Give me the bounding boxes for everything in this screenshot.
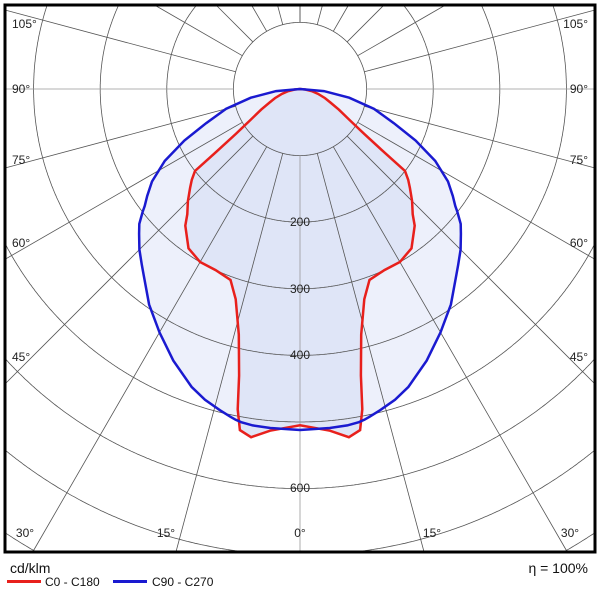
grid-radial-60 [357, 121, 596, 260]
grid-circle-800 [5, 532, 595, 552]
radial-tick-label: 400 [290, 348, 310, 362]
grid-radial--135 [215, 4, 254, 43]
grid-radial--30 [32, 146, 268, 553]
angle-label-right: 90° [570, 82, 588, 96]
legend-label-c90: C90 - C270 [152, 575, 214, 589]
grid-radial-150 [332, 4, 349, 32]
angle-label-bottom: 30° [16, 526, 34, 540]
angle-label-bottom: 30° [561, 526, 579, 540]
legend-swatch-c0 [7, 580, 41, 583]
angle-label-left: 45° [12, 350, 30, 364]
radial-tick-label: 300 [290, 282, 310, 296]
plot-area [4, 4, 596, 553]
angle-label-right: 75° [570, 153, 588, 167]
grid-radial-165 [316, 4, 323, 25]
grid-radial-120 [357, 4, 446, 57]
grid-radial--15 [175, 153, 284, 553]
grid-circle-300 [99, 5, 501, 290]
grid-radial-45 [346, 135, 596, 385]
angle-label-bottom: 15° [423, 526, 441, 540]
grid-radial-135 [346, 4, 385, 43]
legend-swatch-c90 [113, 580, 147, 583]
efficiency-label: η = 100% [528, 560, 588, 576]
grid-radial-30 [332, 146, 568, 553]
grid-circle-700 [4, 449, 596, 553]
grid-radial--105 [4, 9, 236, 73]
grid-radial--120 [154, 4, 243, 57]
grid-circle-400 [33, 5, 567, 356]
grid-radial-15 [316, 153, 425, 553]
grid-radial-75 [364, 105, 596, 169]
radial-tick-label: 600 [290, 481, 310, 495]
angle-label-bottom: 0° [294, 526, 306, 540]
radial-tick-label: 200 [290, 215, 310, 229]
grid-radial--45 [4, 135, 254, 385]
grid-circle-600 [5, 358, 595, 489]
angle-label-bottom: 15° [157, 526, 175, 540]
chart-frame [3, 3, 597, 554]
angle-label-right: 105° [563, 17, 588, 31]
angle-label-right: 45° [570, 350, 588, 364]
grid-radial-105 [364, 9, 596, 73]
angle-label-right: 60° [570, 236, 588, 250]
angle-label-left: 90° [12, 82, 30, 96]
grid-radial--75 [4, 105, 236, 169]
unit-label: cd/klm [10, 560, 51, 576]
angle-label-left: 75° [12, 153, 30, 167]
angle-label-left: 105° [12, 17, 37, 31]
grid-radial--150 [251, 4, 268, 32]
grid-radial--60 [4, 121, 243, 260]
angle-label-left: 60° [12, 236, 30, 250]
series-line-c90-c270 [137, 87, 463, 432]
grid-radial--165 [277, 4, 284, 25]
legend-label-c0: C0 - C180 [45, 575, 100, 589]
series-line-c0-c180 [184, 87, 416, 439]
grid-circle-500 [4, 243, 596, 423]
